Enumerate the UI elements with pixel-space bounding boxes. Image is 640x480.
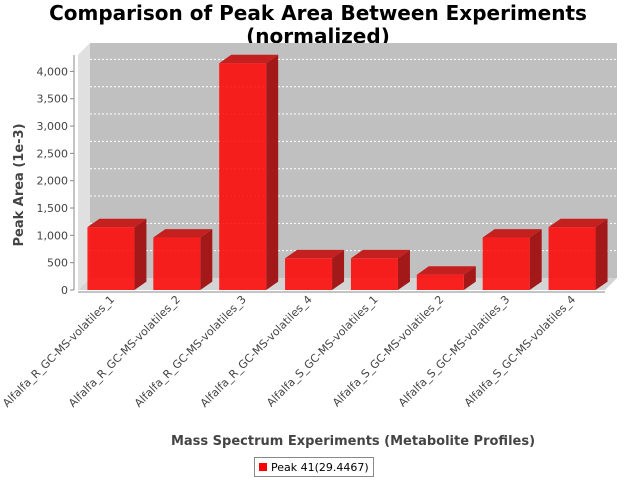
x-tick-label: Alfalfa_S_GC-MS-volatiles_2 bbox=[330, 293, 446, 409]
bar-front bbox=[350, 258, 398, 290]
bar-front bbox=[87, 227, 135, 290]
x-axis-title: Mass Spectrum Experiments (Metabolite Pr… bbox=[171, 434, 535, 449]
bar bbox=[350, 249, 410, 290]
chart-title: Comparison of Peak Area Between Experime… bbox=[49, 1, 587, 48]
chart-title-line-1: Comparison of Peak Area Between Experime… bbox=[49, 1, 587, 25]
bar-front bbox=[153, 237, 201, 290]
y-tick-label: 0 bbox=[61, 284, 68, 297]
bar-front bbox=[285, 258, 333, 290]
legend-swatch bbox=[259, 463, 267, 471]
bar bbox=[285, 249, 345, 290]
bar-top bbox=[416, 266, 476, 275]
bar bbox=[153, 229, 213, 290]
bar-top bbox=[87, 218, 147, 228]
x-tick-label: Alfalfa_R_GC-MS-volatiles_2 bbox=[66, 293, 183, 410]
x-tick-label: Alfalfa_R_GC-MS-volatiles_4 bbox=[198, 293, 315, 410]
y-tick-label: 1,500 bbox=[37, 202, 69, 215]
legend: Peak 41(29.4467) bbox=[254, 457, 374, 477]
bar-side bbox=[332, 249, 345, 290]
x-tick-label: Alfalfa_R_GC-MS-volatiles_1 bbox=[0, 293, 117, 410]
plot-area: 0 500 1,000 1,500 2,000 2,500 3,000 3,500 4,000 A… bbox=[0, 43, 617, 410]
bar-side bbox=[134, 218, 147, 290]
y-tick-label: 2,500 bbox=[37, 147, 69, 160]
x-tick-label: Alfalfa_S_GC-MS-volatiles_4 bbox=[462, 293, 578, 409]
bar-side bbox=[397, 249, 410, 290]
bar-top bbox=[548, 218, 608, 228]
bar bbox=[87, 218, 147, 290]
plot-floor bbox=[78, 278, 617, 290]
y-tick-label: 500 bbox=[47, 257, 68, 270]
y-tick-label: 2,000 bbox=[37, 175, 69, 188]
bar-front bbox=[548, 227, 596, 290]
bar-front bbox=[416, 274, 464, 290]
bar-side bbox=[529, 229, 542, 290]
bar-top bbox=[350, 249, 410, 259]
plot-left-wall bbox=[78, 43, 90, 290]
y-tick-label: 3,000 bbox=[37, 120, 69, 133]
bar bbox=[416, 266, 476, 290]
legend-label: Peak 41(29.4467) bbox=[271, 460, 369, 474]
bar-side bbox=[266, 54, 279, 291]
y-tick-label: 4,000 bbox=[37, 65, 69, 78]
bar-top bbox=[482, 229, 542, 238]
bar-front bbox=[219, 63, 267, 290]
bar-top bbox=[153, 229, 213, 238]
bar-top bbox=[219, 54, 279, 64]
y-tick-label: 3,500 bbox=[37, 93, 69, 106]
bar bbox=[482, 229, 542, 290]
bar-top bbox=[285, 249, 345, 259]
x-tick-label: Alfalfa_S_GC-MS-volatiles_1 bbox=[264, 293, 380, 409]
bar-front bbox=[482, 237, 530, 290]
x-tick-label: Alfalfa_S_GC-MS-volatiles_3 bbox=[396, 293, 512, 409]
y-axis-title: Peak Area (1e-3) bbox=[12, 123, 27, 246]
bar bbox=[548, 218, 608, 290]
y-tick-label: 1,000 bbox=[37, 229, 69, 242]
x-tick-label: Alfalfa_R_GC-MS-volatiles_3 bbox=[132, 293, 249, 410]
bar bbox=[219, 54, 279, 291]
bar-side bbox=[463, 266, 476, 290]
bar-side bbox=[595, 218, 608, 290]
bar-side bbox=[200, 229, 213, 290]
